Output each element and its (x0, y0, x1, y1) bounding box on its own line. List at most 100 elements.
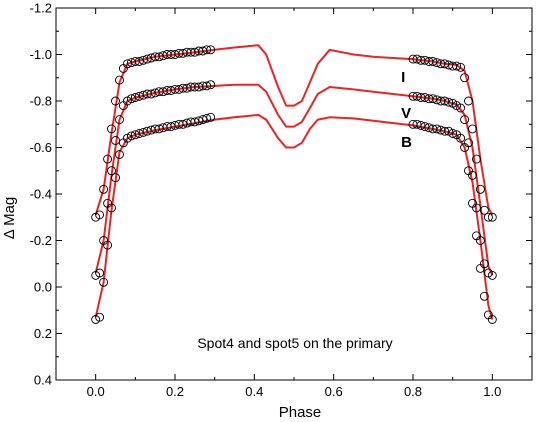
observed-point-i (440, 59, 450, 69)
x-tick-label: 1.0 (483, 384, 501, 399)
observed-point-b (107, 203, 116, 213)
observed-point-i (472, 154, 481, 164)
series-label-v: V (401, 105, 411, 122)
observed-point-i (479, 205, 489, 215)
observed-point-i (483, 212, 493, 222)
observed-point-i (206, 45, 216, 55)
observed-point-v (115, 115, 124, 125)
observed-points (91, 45, 497, 324)
observed-point-v (202, 81, 212, 91)
observed-point-b (487, 315, 497, 324)
y-axis-title: Δ Mag (1, 197, 18, 240)
x-tick-label: 0.0 (87, 384, 105, 399)
observed-point-b (138, 127, 148, 137)
observed-point-i (460, 73, 470, 83)
observed-point-i (464, 96, 473, 106)
y-tick-label: -1.0 (30, 47, 52, 62)
observed-point-b (115, 150, 124, 159)
observed-point-v (428, 94, 438, 104)
observed-point-v (456, 103, 466, 113)
y-tick-label: -1.2 (30, 1, 52, 16)
observed-point-i (95, 210, 105, 220)
series-labels: I VB (401, 69, 412, 151)
observed-point-b (448, 129, 458, 138)
observed-point-v (134, 91, 144, 101)
observed-point-v (440, 96, 450, 106)
observed-point-b (464, 166, 473, 176)
observed-point-i (428, 57, 438, 66)
observed-point-i (487, 212, 497, 222)
observed-point-b (154, 124, 164, 134)
y-tick-label: 0.4 (34, 373, 52, 388)
x-tick-labels: 0.0 0.2 0.4 0.6 0.8 1.0 (87, 384, 502, 399)
observed-point-b (416, 120, 426, 130)
observed-point-v (206, 80, 216, 90)
observed-point-i (456, 62, 466, 72)
observed-point-b (111, 173, 120, 183)
observed-point-i (115, 75, 124, 85)
observed-point-i (154, 52, 164, 62)
observed-point-i (452, 61, 462, 71)
observed-point-b (166, 122, 176, 132)
y-tick-label: -0.6 (30, 140, 52, 155)
observed-point-b (440, 126, 450, 136)
x-tick-label: 0.8 (404, 384, 422, 399)
observed-point-b (420, 122, 430, 132)
model-curves (94, 44, 494, 320)
observed-point-b (412, 119, 422, 129)
observed-point-b (479, 291, 489, 301)
observed-point-b (194, 116, 204, 126)
observed-point-i (138, 55, 148, 65)
series-label-i: I (401, 69, 405, 86)
observed-point-b (126, 131, 136, 141)
observed-point-v (444, 97, 454, 107)
model-curve-b (94, 113, 494, 320)
observed-point-b (206, 112, 216, 122)
observed-point-v (146, 89, 156, 99)
observed-point-i (142, 54, 152, 64)
x-axis-title: Phase (279, 404, 322, 421)
observed-point-i (99, 184, 109, 194)
observed-point-v (460, 115, 470, 125)
y-tick-labels: -1.2 -1.0 -0.8 -0.6 -0.4 -0.2 0.0 0.2 0.4 (30, 1, 52, 388)
y-tick-label: -0.8 (30, 94, 52, 109)
observed-point-b (202, 113, 212, 123)
axis-ticks (55, 7, 533, 381)
observed-point-b (142, 126, 152, 136)
x-tick-label: 0.6 (325, 384, 343, 399)
series-label-b: B (401, 134, 412, 151)
observed-point-v (107, 166, 116, 176)
observed-point-b (99, 277, 109, 287)
observed-point-i (107, 124, 116, 134)
x-tick-label: 0.2 (166, 384, 184, 399)
observed-point-i (475, 184, 485, 194)
observed-point-b (103, 240, 113, 250)
observed-point-v (487, 270, 497, 280)
chart-annotation: Spot4 and spot5 on the primary (197, 335, 392, 351)
y-tick-label: -0.2 (30, 233, 52, 248)
model-curve-v (94, 83, 494, 276)
observed-point-i (202, 45, 212, 55)
model-curve-i (94, 44, 494, 216)
observed-point-v (130, 93, 140, 102)
observed-point-i (111, 96, 120, 106)
observed-point-b (475, 263, 485, 273)
observed-point-i (122, 59, 132, 69)
observed-point-b (460, 143, 470, 152)
observed-point-i (103, 154, 113, 164)
observed-point-b (432, 124, 442, 134)
x-tick-label: 0.4 (245, 384, 263, 399)
observed-point-b (134, 129, 144, 138)
observed-point-b (178, 119, 188, 129)
observed-point-b (472, 231, 481, 241)
y-tick-label: -0.4 (30, 187, 52, 202)
observed-point-b (95, 312, 105, 322)
y-tick-label: 0.0 (34, 280, 52, 295)
observed-point-v (126, 94, 136, 104)
observed-point-b (456, 133, 466, 143)
observed-point-b (198, 115, 208, 125)
observed-point-v (111, 136, 120, 145)
observed-point-i (468, 124, 477, 134)
observed-point-b (130, 130, 140, 140)
